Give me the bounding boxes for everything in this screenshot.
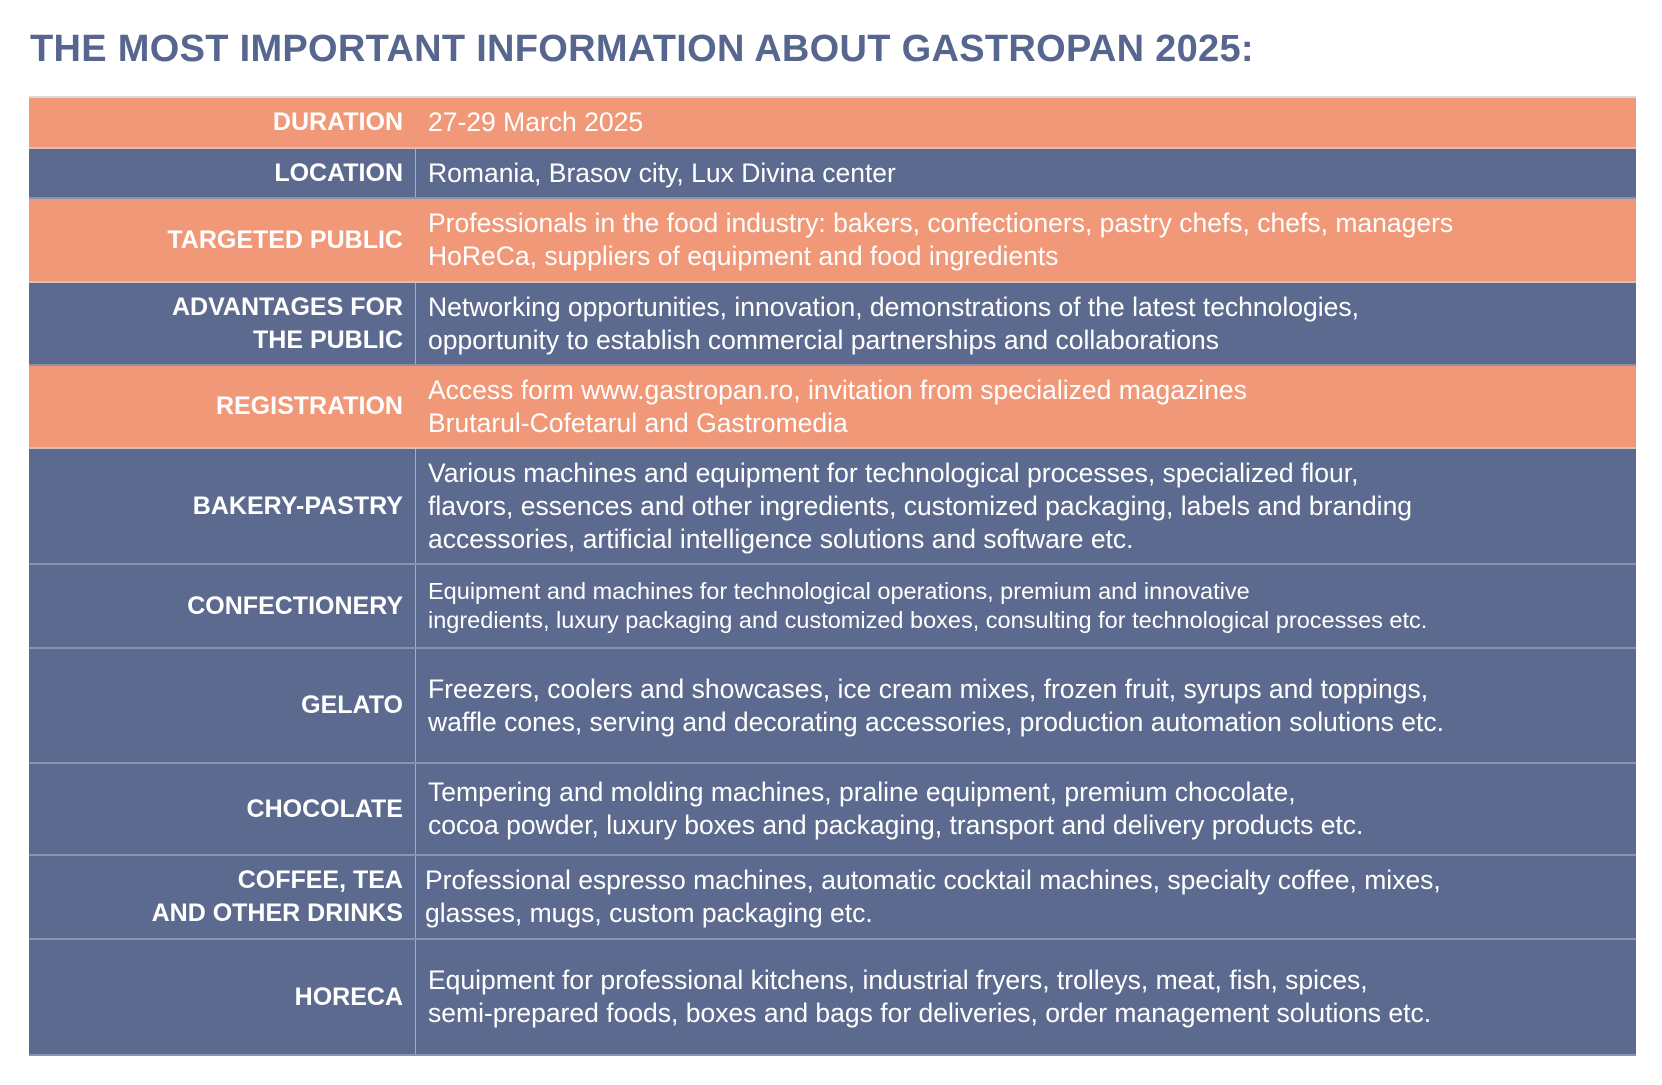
row-value: Equipment and machines for technological…: [428, 578, 1428, 633]
row-value: Romania, Brasov city, Lux Divina center: [428, 157, 896, 188]
row-value: Equipment for professional kitchens, ind…: [428, 965, 1432, 1028]
row-label: ADVANTAGES FOR THE PUBLIC: [29, 283, 416, 364]
row-location: LOCATION Romania, Brasov city, Lux Divin…: [29, 149, 1636, 199]
row-label: BAKERY-PASTRY: [29, 449, 416, 563]
row-label: CHOCOLATE: [29, 764, 416, 854]
row-label: CONFECTIONERY: [29, 565, 416, 647]
row-registration: REGISTRATION Access form www.gastropan.r…: [29, 366, 1636, 449]
row-label: LOCATION: [29, 149, 416, 197]
row-targeted-public: TARGETED PUBLIC Professionals in the foo…: [29, 199, 1636, 283]
row-horeca: HORECA Equipment for professional kitche…: [29, 940, 1636, 1056]
row-value: Networking opportunities, innovation, de…: [428, 291, 1359, 355]
row-label: HORECA: [29, 940, 416, 1054]
row-value: Various machines and equipment for techn…: [428, 457, 1413, 554]
row-label: TARGETED PUBLIC: [29, 199, 416, 281]
row-label: DURATION: [29, 98, 416, 147]
row-value: 27-29 March 2025: [428, 107, 644, 137]
row-duration: DURATION 27-29 March 2025: [29, 98, 1636, 149]
row-value: Tempering and molding machines, praline …: [428, 777, 1364, 840]
row-label: REGISTRATION: [29, 366, 416, 447]
row-bakery-pastry: BAKERY-PASTRY Various machines and equip…: [29, 449, 1636, 565]
row-chocolate: CHOCOLATE Tempering and molding machines…: [29, 764, 1636, 856]
row-value: Freezers, coolers and showcases, ice cre…: [428, 673, 1444, 737]
row-label: COFFEE, TEA AND OTHER DRINKS: [29, 856, 416, 938]
row-advantages: ADVANTAGES FOR THE PUBLIC Networking opp…: [29, 283, 1636, 366]
row-label: GELATO: [29, 649, 416, 762]
info-table: DURATION 27-29 March 2025 LOCATION Roman…: [29, 96, 1636, 1056]
row-value: Access form www.gastropan.ro, invitation…: [428, 374, 1247, 438]
row-gelato: GELATO Freezers, coolers and showcases, …: [29, 649, 1636, 764]
row-value: Professional espresso machines, automati…: [425, 865, 1441, 928]
row-confectionery: CONFECTIONERY Equipment and machines for…: [29, 565, 1636, 649]
row-coffee-tea: COFFEE, TEA AND OTHER DRINKS Professiona…: [29, 856, 1636, 940]
page-title: THE MOST IMPORTANT INFORMATION ABOUT GAS…: [30, 28, 1254, 70]
row-value: Professionals in the food industry: bake…: [428, 208, 1454, 271]
